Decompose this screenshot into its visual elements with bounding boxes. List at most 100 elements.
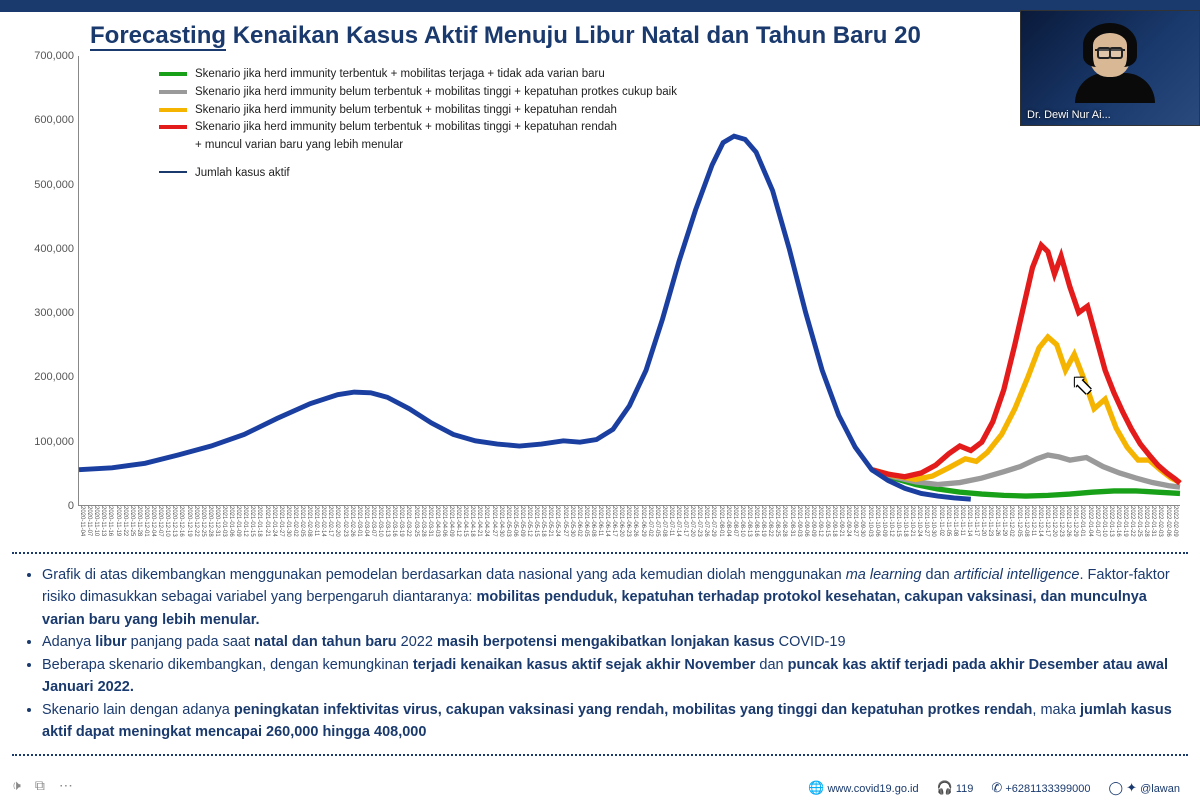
x-tick-label: 2021-06-29 — [640, 506, 646, 537]
x-tick-label: 2021-11-29 — [1001, 506, 1007, 536]
legend-label-active: Jumlah kasus aktif — [195, 165, 290, 183]
x-tick-label: 2021-10-09 — [881, 506, 887, 537]
x-tick-label: 2021-10-30 — [930, 506, 936, 537]
legend-swatch-grey — [159, 90, 187, 94]
x-tick-label: 2021-09-15 — [824, 506, 830, 537]
x-tick-label: 2022-02-09 — [1172, 506, 1178, 537]
twitter-icon: ✦ — [1126, 780, 1137, 795]
x-tick-label: 2021-06-02 — [576, 506, 582, 537]
x-tick-label: 2021-01-09 — [235, 506, 241, 537]
presenter-webcam[interactable]: Dr. Dewi Nur Ai... — [1020, 10, 1200, 126]
note-item: Beberapa skenario dikembangkan, dengan k… — [42, 654, 1180, 699]
x-tick-label: 2020-12-13 — [171, 506, 177, 537]
video-controls[interactable]: 🕩 ⧉ ⋯ — [12, 777, 73, 794]
x-tick-label: 2022-01-25 — [1136, 506, 1142, 537]
x-tick-label: 2021-01-18 — [256, 506, 262, 537]
y-tick-label: 700,000 — [34, 50, 74, 62]
x-tick-label: 2021-01-24 — [271, 506, 277, 537]
x-tick-label: 2021-03-25 — [413, 506, 419, 537]
x-tick-label: 2021-10-06 — [874, 506, 880, 537]
mouse-cursor: ⬉ — [1071, 369, 1093, 400]
x-tick-label: 2021-08-04 — [725, 506, 731, 537]
x-tick-label: 2020-12-07 — [157, 506, 163, 537]
x-tick-label: 2021-12-23 — [1058, 506, 1064, 537]
x-tick-label: 2021-05-24 — [554, 506, 560, 537]
slide-notes: Grafik di atas dikembangkan menggunakan … — [12, 552, 1188, 756]
x-tick-label: 2021-02-08 — [306, 506, 312, 537]
x-tick-label: 2021-12-14 — [1037, 506, 1043, 537]
note-item: Grafik di atas dikembangkan menggunakan … — [42, 564, 1180, 631]
x-tick-label: 2021-01-06 — [228, 506, 234, 537]
legend-swatch-active — [159, 171, 187, 173]
x-tick-label: 2021-04-15 — [462, 506, 468, 537]
legend-swatch-red — [159, 125, 187, 129]
x-tick-label: 2021-05-15 — [533, 506, 539, 537]
x-tick-label: 2022-01-10 — [1101, 506, 1107, 537]
series-active — [79, 136, 971, 499]
pip-icon[interactable]: ⧉ — [35, 777, 45, 794]
x-tick-label: 2021-09-30 — [859, 506, 865, 537]
headset-icon: 🎧 — [937, 780, 953, 795]
legend-label-grey: Skenario jika herd immunity belum terben… — [195, 84, 677, 102]
x-tick-label: 2021-05-18 — [540, 506, 546, 537]
x-tick-label: 2021-06-11 — [597, 506, 603, 536]
x-tick-label: 2021-04-30 — [498, 506, 504, 537]
series-red — [872, 245, 1180, 483]
x-tick-label: 2021-01-21 — [264, 506, 270, 537]
x-tick-label: 2020-12-31 — [214, 506, 220, 537]
x-tick-label: 2021-09-18 — [831, 506, 837, 537]
x-tick-label: 2021-09-06 — [803, 506, 809, 537]
y-tick-label: 500,000 — [34, 179, 74, 191]
x-tick-label: 2022-01-19 — [1122, 506, 1128, 537]
x-tick-label: 2021-05-12 — [526, 506, 532, 537]
x-tick-label: 2020-11-25 — [129, 506, 135, 536]
x-tick-label: 2021-12-05 — [1016, 506, 1022, 537]
x-tick-label: 2020-12-16 — [178, 506, 184, 537]
x-axis: 2020-11-012020-11-042020-11-072020-11-10… — [78, 506, 1180, 546]
x-tick-label: 2021-11-17 — [973, 506, 979, 536]
x-tick-label: 2021-11-20 — [980, 506, 986, 536]
x-tick-label: 2021-04-21 — [476, 506, 482, 537]
x-tick-label: 2021-01-27 — [278, 506, 284, 537]
y-tick-label: 600,000 — [34, 114, 74, 126]
x-tick-label: 2021-02-02 — [292, 506, 298, 537]
x-tick-label: 2021-07-20 — [689, 506, 695, 537]
x-tick-label: 2021-09-24 — [845, 506, 851, 537]
x-tick-label: 2021-09-21 — [838, 506, 844, 537]
x-tick-label: 2021-12-29 — [1072, 506, 1078, 537]
x-tick-label: 2021-08-31 — [789, 506, 795, 537]
presenter-avatar — [1075, 29, 1145, 109]
x-tick-label: 2021-06-20 — [618, 506, 624, 537]
x-tick-label: 2022-01-01 — [1079, 506, 1085, 537]
speaker-icon[interactable]: 🕩 — [12, 777, 21, 794]
footer-social: @lawan — [1140, 783, 1180, 795]
x-tick-label: 2021-06-05 — [583, 506, 589, 537]
x-tick-label: 2021-05-03 — [505, 506, 511, 537]
legend-swatch-yellow — [159, 108, 187, 112]
x-tick-label: 2021-11-26 — [994, 506, 1000, 536]
x-tick-label: 2021-03-07 — [370, 506, 376, 537]
legend-label-yellow: Skenario jika herd immunity belum terben… — [195, 102, 617, 120]
x-tick-label: 2021-08-19 — [760, 506, 766, 537]
y-tick-label: 100,000 — [34, 436, 74, 448]
x-tick-label: 2021-06-14 — [604, 506, 610, 537]
more-icon[interactable]: ⋯ — [59, 777, 73, 794]
x-tick-label: 2021-01-30 — [285, 506, 291, 537]
x-tick-label: 2021-03-22 — [405, 506, 411, 537]
x-tick-label: 2021-03-13 — [384, 506, 390, 537]
x-tick-label: 2021-09-03 — [796, 506, 802, 537]
x-tick-label: 2021-10-21 — [909, 506, 915, 537]
presenter-name: Dr. Dewi Nur Ai... — [1027, 109, 1111, 121]
x-tick-label: 2020-11-04 — [79, 506, 85, 536]
y-tick-label: 0 — [68, 500, 74, 512]
legend-swatch-green — [159, 72, 187, 76]
x-tick-label: 2021-07-29 — [710, 506, 716, 537]
x-tick-label: 2020-11-13 — [100, 506, 106, 536]
x-tick-label: 2022-01-04 — [1087, 506, 1093, 537]
x-tick-label: 2022-01-07 — [1094, 506, 1100, 537]
x-tick-label: 2021-04-27 — [491, 506, 497, 537]
x-tick-label: 2022-02-03 — [1157, 506, 1163, 537]
x-tick-label: 2021-10-24 — [916, 506, 922, 537]
footer-phone1: 119 — [956, 783, 974, 795]
x-tick-label: 2021-03-04 — [363, 506, 369, 537]
